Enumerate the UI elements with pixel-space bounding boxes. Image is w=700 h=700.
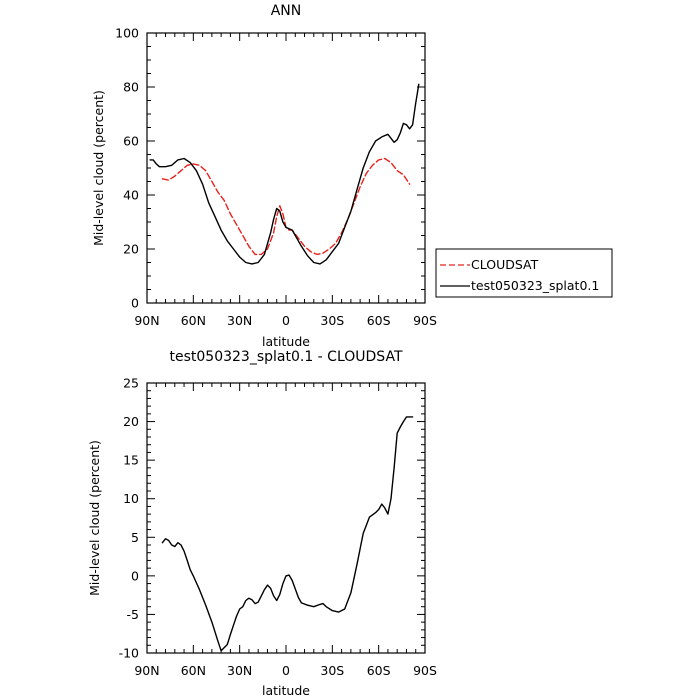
bot-ytick-label: -5 xyxy=(127,607,139,622)
bot-ytick-label: -10 xyxy=(119,646,139,661)
bot-ytick-label: 15 xyxy=(123,453,139,468)
top-panel: ANN latitude Mid-level cloud (percent) 0… xyxy=(91,3,437,349)
top-panel-series xyxy=(149,83,420,265)
top-series-line-1 xyxy=(149,83,420,265)
bot-xtick-label: 60N xyxy=(181,663,206,678)
top-xtick-label: 60S xyxy=(367,313,391,328)
bottom-panel: test050323_splat0.1 - CLOUDSAT latitude … xyxy=(87,349,437,698)
bot-xtick-label: 0 xyxy=(282,663,290,678)
legend: CLOUDSAT test050323_splat0.1 xyxy=(435,248,613,298)
top-panel-y-ticks: 0 20 40 60 80 100 xyxy=(115,26,425,311)
top-ytick-label: 40 xyxy=(123,188,139,203)
bot-xtick-label: 90N xyxy=(134,663,159,678)
bot-ytick-label: 0 xyxy=(131,568,139,583)
legend-box xyxy=(435,248,613,298)
bot-xtick-label: 90S xyxy=(413,663,437,678)
top-series-line-0 xyxy=(161,157,411,256)
top-xtick-label: 30S xyxy=(320,313,344,328)
bottom-panel-y-axis-label: Mid-level cloud (percent) xyxy=(87,440,102,596)
bot-xtick-label: 60S xyxy=(367,663,391,678)
top-panel-y-axis-label: Mid-level cloud (percent) xyxy=(91,90,106,246)
bottom-panel-x-ticks: 90N 60N 30N 0 30S 60S 90S xyxy=(134,383,437,678)
bottom-panel-frame xyxy=(146,382,426,654)
bottom-panel-y-ticks: -10 -5 0 5 10 15 20 25 xyxy=(119,376,425,661)
bot-ytick-label: 5 xyxy=(131,530,139,545)
top-xtick-label: 30N xyxy=(227,313,252,328)
top-panel-x-axis-label: latitude xyxy=(262,334,310,349)
top-ytick-label: 60 xyxy=(123,134,139,149)
top-panel-frame xyxy=(146,32,426,304)
bot-series-line-0 xyxy=(161,416,414,652)
bot-xtick-label: 30N xyxy=(227,663,252,678)
bottom-panel-x-axis-label: latitude xyxy=(262,683,310,698)
bot-xtick-label: 30S xyxy=(320,663,344,678)
bot-ytick-label: 20 xyxy=(123,414,139,429)
top-xtick-label: 90S xyxy=(413,313,437,328)
top-ytick-label: 100 xyxy=(115,26,139,41)
top-ytick-label: 0 xyxy=(131,296,139,311)
bot-ytick-label: 10 xyxy=(123,491,139,506)
bottom-panel-series xyxy=(161,416,414,652)
legend-label-cloudsat: CLOUDSAT xyxy=(471,257,539,272)
top-panel-x-ticks: 90N 60N 30N 0 30S 60S 90S xyxy=(134,33,437,328)
top-xtick-label: 90N xyxy=(134,313,159,328)
top-xtick-label: 0 xyxy=(282,313,290,328)
bottom-panel-title: test050323_splat0.1 - CLOUDSAT xyxy=(170,349,403,365)
bot-ytick-label: 25 xyxy=(123,376,139,391)
top-panel-title: ANN xyxy=(271,3,302,19)
top-ytick-label: 20 xyxy=(123,242,139,257)
top-xtick-label: 60N xyxy=(181,313,206,328)
top-ytick-label: 80 xyxy=(123,80,139,95)
legend-label-model: test050323_splat0.1 xyxy=(471,278,599,293)
